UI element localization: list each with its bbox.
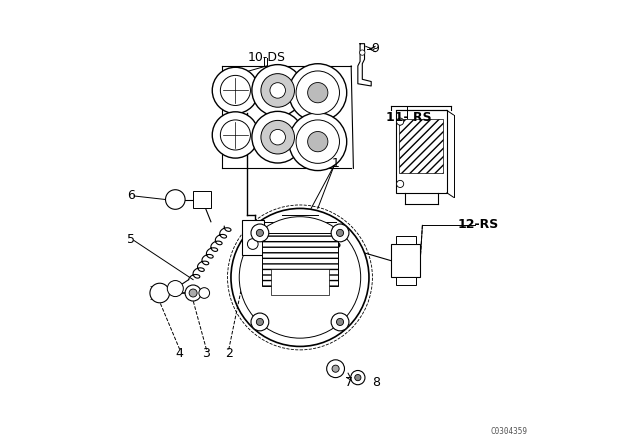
Circle shape xyxy=(308,82,328,103)
Bar xyxy=(391,244,420,277)
Circle shape xyxy=(337,319,344,326)
Circle shape xyxy=(261,121,294,154)
Circle shape xyxy=(212,112,259,158)
Circle shape xyxy=(335,243,340,247)
Circle shape xyxy=(270,83,285,98)
Circle shape xyxy=(296,71,339,114)
Circle shape xyxy=(289,64,347,121)
Bar xyxy=(396,236,416,244)
Circle shape xyxy=(251,313,269,331)
Circle shape xyxy=(257,229,264,237)
Circle shape xyxy=(337,229,344,237)
Text: 8: 8 xyxy=(372,375,380,388)
Circle shape xyxy=(189,289,197,297)
Text: 2: 2 xyxy=(225,347,233,360)
Circle shape xyxy=(251,224,269,242)
Text: 7: 7 xyxy=(345,375,353,388)
Circle shape xyxy=(289,113,347,171)
Polygon shape xyxy=(358,44,371,86)
Circle shape xyxy=(185,285,201,301)
Text: 11- RS: 11- RS xyxy=(386,111,432,124)
Circle shape xyxy=(166,190,185,209)
Circle shape xyxy=(261,73,294,107)
Text: 6: 6 xyxy=(127,189,134,202)
Bar xyxy=(399,119,444,173)
Circle shape xyxy=(355,375,361,381)
Circle shape xyxy=(150,283,170,303)
Bar xyxy=(193,191,211,207)
Bar xyxy=(271,268,329,295)
Circle shape xyxy=(331,224,349,242)
Circle shape xyxy=(326,360,344,378)
Text: 1: 1 xyxy=(332,157,340,170)
Circle shape xyxy=(397,118,404,125)
Circle shape xyxy=(220,120,250,150)
Circle shape xyxy=(331,313,349,331)
Circle shape xyxy=(248,239,258,250)
Circle shape xyxy=(308,132,328,152)
Text: 5: 5 xyxy=(127,233,135,246)
Text: 3: 3 xyxy=(202,347,211,360)
Text: 12-RS: 12-RS xyxy=(458,217,499,231)
Circle shape xyxy=(212,67,259,114)
Circle shape xyxy=(351,370,365,385)
Bar xyxy=(396,111,447,193)
Circle shape xyxy=(360,50,365,55)
Circle shape xyxy=(332,365,339,372)
Circle shape xyxy=(257,319,264,326)
Circle shape xyxy=(239,217,361,338)
Bar xyxy=(262,233,338,286)
Circle shape xyxy=(296,120,339,164)
Text: 9: 9 xyxy=(372,42,380,55)
Circle shape xyxy=(220,75,250,105)
Text: 4: 4 xyxy=(176,347,184,360)
Circle shape xyxy=(252,65,303,116)
Bar xyxy=(396,277,416,285)
Circle shape xyxy=(252,112,303,163)
Text: C0304359: C0304359 xyxy=(491,426,528,435)
Bar xyxy=(242,220,264,255)
Circle shape xyxy=(167,280,183,297)
Circle shape xyxy=(231,208,369,346)
Circle shape xyxy=(397,181,404,188)
Circle shape xyxy=(199,288,209,298)
Text: 10-DS: 10-DS xyxy=(248,51,285,64)
Circle shape xyxy=(270,129,285,145)
